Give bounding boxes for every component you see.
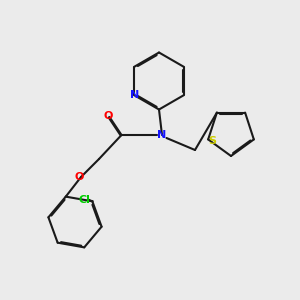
Text: N: N — [158, 130, 166, 140]
Text: O: O — [75, 172, 84, 182]
Text: S: S — [208, 136, 216, 146]
Text: Cl: Cl — [79, 195, 91, 205]
Text: N: N — [130, 90, 139, 100]
Text: O: O — [104, 110, 113, 121]
